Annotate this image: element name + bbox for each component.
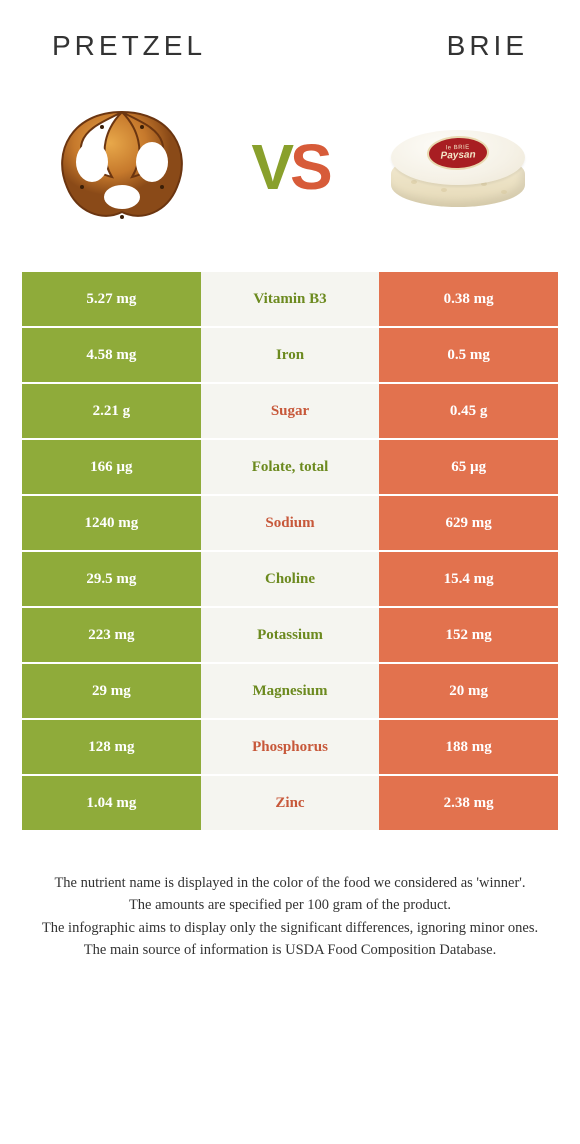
left-value: 1.04 mg bbox=[22, 776, 201, 832]
nutrient-label: Iron bbox=[201, 328, 380, 384]
table-row: 166 µgFolate, total65 µg bbox=[22, 440, 558, 496]
right-food-title: Brie bbox=[447, 30, 528, 62]
right-value: 15.4 mg bbox=[379, 552, 558, 608]
pretzel-image bbox=[42, 92, 202, 242]
table-row: 128 mgPhosphorus188 mg bbox=[22, 720, 558, 776]
right-value: 0.38 mg bbox=[379, 272, 558, 328]
footnote-line: The infographic aims to display only the… bbox=[32, 917, 548, 939]
left-food-title: Pretzel bbox=[52, 30, 206, 62]
table-row: 1240 mgSodium629 mg bbox=[22, 496, 558, 552]
nutrient-label: Folate, total bbox=[201, 440, 380, 496]
nutrient-label: Vitamin B3 bbox=[201, 272, 380, 328]
vs-v: V bbox=[251, 131, 290, 203]
nutrient-label: Choline bbox=[201, 552, 380, 608]
titles-row: Pretzel Brie bbox=[22, 20, 558, 82]
left-value: 2.21 g bbox=[22, 384, 201, 440]
right-value: 2.38 mg bbox=[379, 776, 558, 832]
table-row: 2.21 gSugar0.45 g bbox=[22, 384, 558, 440]
table-row: 1.04 mgZinc2.38 mg bbox=[22, 776, 558, 832]
comparison-table: 5.27 mgVitamin B30.38 mg4.58 mgIron0.5 m… bbox=[22, 272, 558, 832]
left-value: 4.58 mg bbox=[22, 328, 201, 384]
hero-row: VS le BRIE Paysan bbox=[22, 82, 558, 272]
footnote-line: The main source of information is USDA F… bbox=[32, 939, 548, 961]
left-value: 29.5 mg bbox=[22, 552, 201, 608]
right-value: 188 mg bbox=[379, 720, 558, 776]
nutrient-label: Magnesium bbox=[201, 664, 380, 720]
footnote: The nutrient name is displayed in the co… bbox=[22, 832, 558, 962]
left-value: 223 mg bbox=[22, 608, 201, 664]
left-value: 5.27 mg bbox=[22, 272, 201, 328]
right-value: 65 µg bbox=[379, 440, 558, 496]
vs-label: VS bbox=[251, 130, 328, 204]
footnote-line: The nutrient name is displayed in the co… bbox=[32, 872, 548, 894]
nutrient-label: Sugar bbox=[201, 384, 380, 440]
left-value: 29 mg bbox=[22, 664, 201, 720]
vs-s: S bbox=[290, 131, 329, 203]
nutrient-label: Sodium bbox=[201, 496, 380, 552]
right-value: 152 mg bbox=[379, 608, 558, 664]
brie-image: le BRIE Paysan bbox=[378, 92, 538, 242]
table-row: 29 mgMagnesium20 mg bbox=[22, 664, 558, 720]
right-value: 0.5 mg bbox=[379, 328, 558, 384]
nutrient-label: Phosphorus bbox=[201, 720, 380, 776]
table-row: 5.27 mgVitamin B30.38 mg bbox=[22, 272, 558, 328]
footnote-line: The amounts are specified per 100 gram o… bbox=[32, 894, 548, 916]
table-row: 223 mgPotassium152 mg bbox=[22, 608, 558, 664]
table-row: 29.5 mgCholine15.4 mg bbox=[22, 552, 558, 608]
nutrient-label: Zinc bbox=[201, 776, 380, 832]
left-value: 1240 mg bbox=[22, 496, 201, 552]
left-value: 128 mg bbox=[22, 720, 201, 776]
infographic: Pretzel Brie bbox=[0, 0, 580, 982]
nutrient-label: Potassium bbox=[201, 608, 380, 664]
right-value: 629 mg bbox=[379, 496, 558, 552]
table-row: 4.58 mgIron0.5 mg bbox=[22, 328, 558, 384]
right-value: 20 mg bbox=[379, 664, 558, 720]
left-value: 166 µg bbox=[22, 440, 201, 496]
right-value: 0.45 g bbox=[379, 384, 558, 440]
